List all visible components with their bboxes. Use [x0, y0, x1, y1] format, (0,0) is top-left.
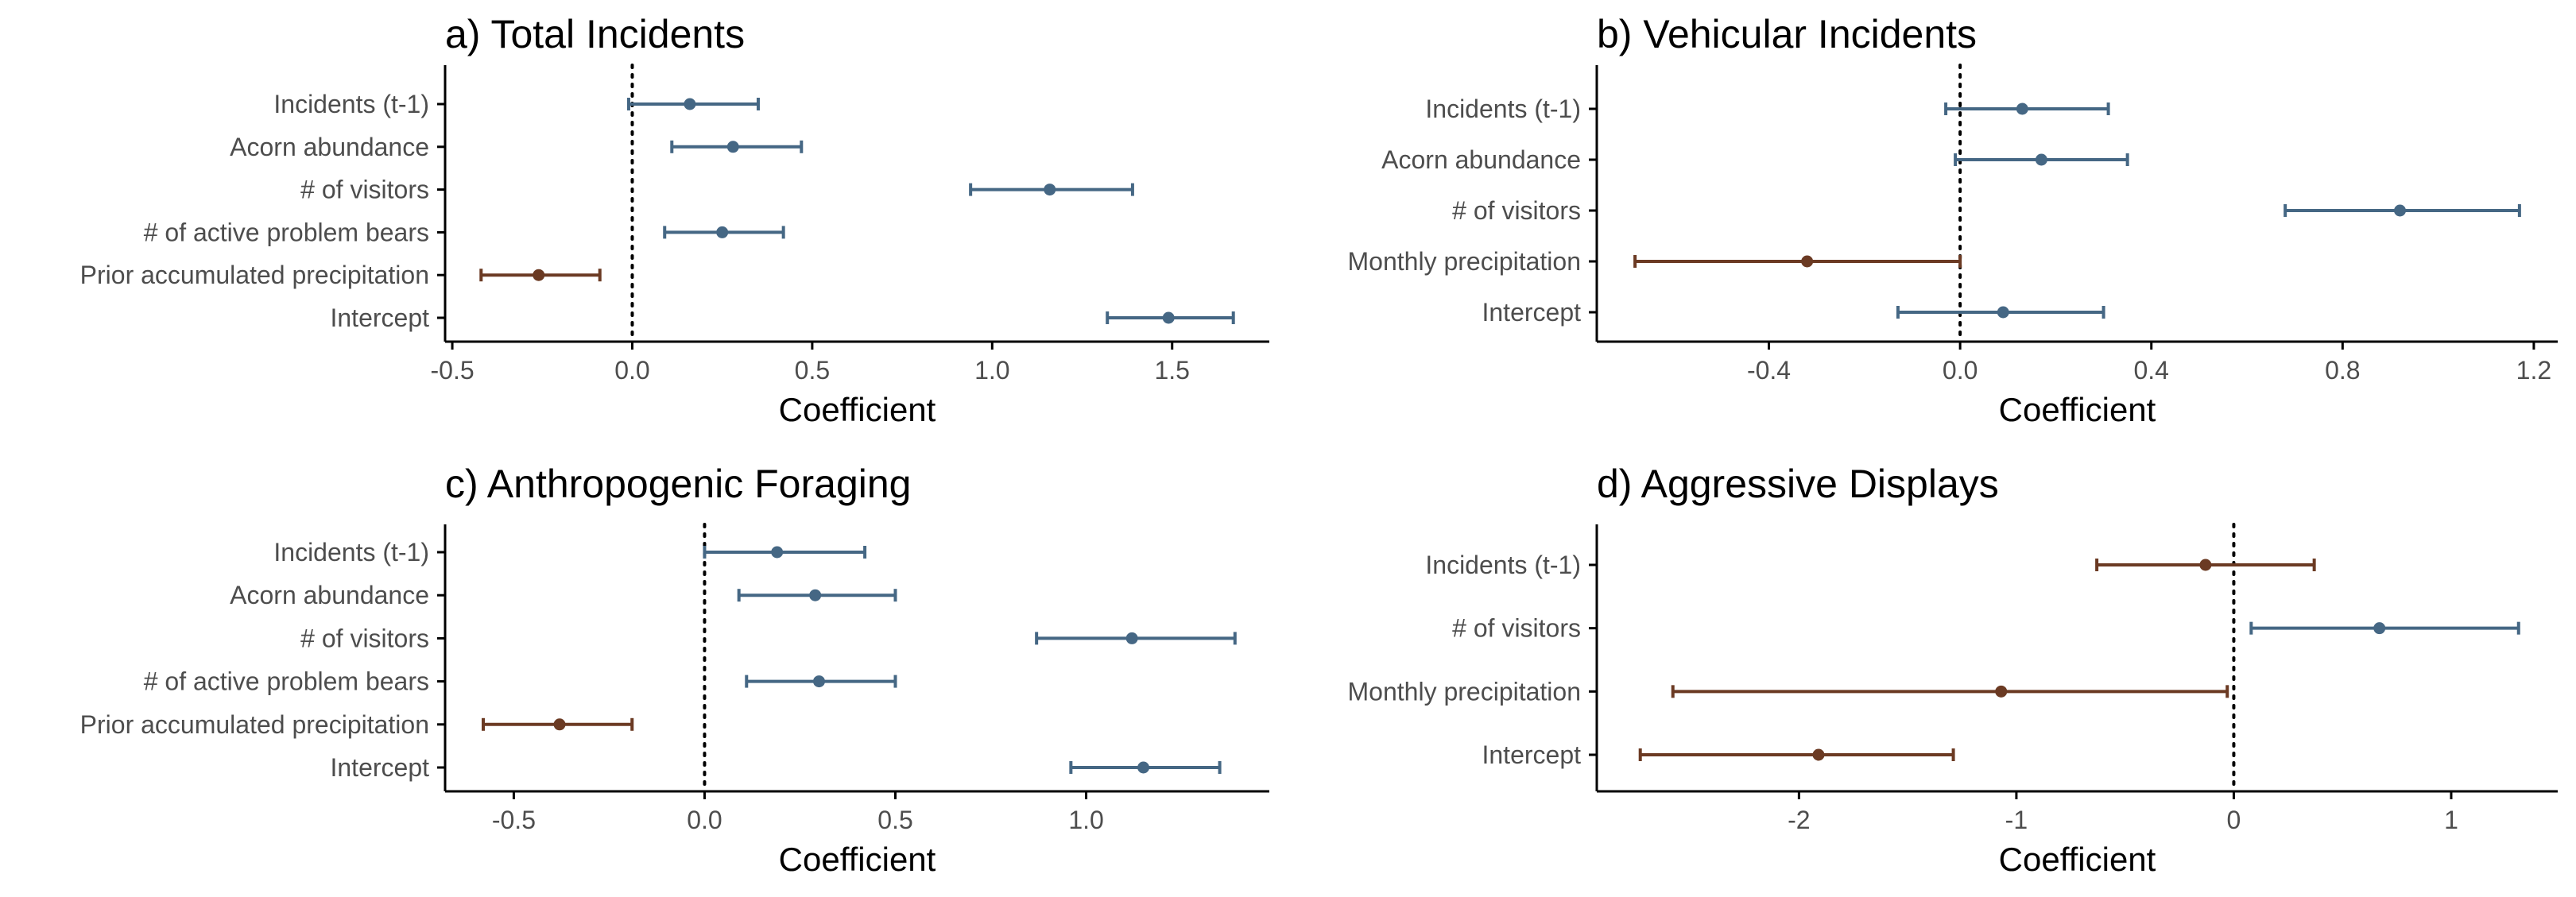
- panel-vehicular-incidents-x-axis-title: Coefficient: [1999, 391, 2156, 428]
- panel-anthropogenic-foraging-title: c) Anthropogenic Foraging: [445, 462, 911, 506]
- panel-total-incidents-x-tick-label: 0.0: [614, 356, 649, 385]
- panel-vehicular-incidents-category-label: # of visitors: [1452, 196, 1581, 225]
- panel-anthropogenic-foraging-point: [1137, 761, 1150, 774]
- panel-aggressive-displays-x-tick-label: -2: [1788, 806, 1810, 834]
- panel-vehicular-incidents-category-label: Incidents (t-1): [1425, 95, 1581, 123]
- panel-vehicular-incidents-x-tick-label: 1.2: [2516, 356, 2551, 385]
- panel-anthropogenic-foraging-category-label: Incidents (t-1): [273, 538, 429, 566]
- panel-anthropogenic-foraging-point: [1125, 632, 1138, 644]
- panel-anthropogenic-foraging-category-label: Intercept: [330, 753, 429, 782]
- panel-aggressive-displays-x-tick-label: 0: [2227, 806, 2241, 834]
- panel-total-incidents-point: [716, 226, 729, 238]
- panel-total-incidents-category-label: # of active problem bears: [144, 218, 429, 246]
- panel-aggressive-displays-category-label: Incidents (t-1): [1425, 551, 1581, 579]
- panel-vehicular-incidents-point: [2016, 102, 2028, 115]
- panel-aggressive-displays: d) Aggressive Displays -2 -1 0 1 Coefficient I…: [1348, 462, 2558, 878]
- panel-anthropogenic-foraging-category-label: Acorn abundance: [230, 581, 429, 609]
- panel-total-incidents-point: [1162, 311, 1175, 324]
- panel-total-incidents-category-label: Prior accumulated precipitation: [80, 261, 429, 289]
- panel-aggressive-displays-x-axis-title: Coefficient: [1999, 841, 2156, 878]
- panel-total-incidents-title: a) Total Incidents: [445, 12, 745, 56]
- panel-vehicular-incidents-point: [1801, 255, 1814, 268]
- panel-total-incidents-x-tick-label: -0.5: [430, 356, 474, 385]
- panel-anthropogenic-foraging-category-label: # of active problem bears: [144, 667, 429, 696]
- panel-total-incidents-x-axis-title: Coefficient: [779, 391, 936, 428]
- panel-total-incidents-x-tick-label: 0.5: [795, 356, 830, 385]
- panel-vehicular-incidents-point: [2394, 204, 2407, 217]
- panel-anthropogenic-foraging-point: [812, 675, 825, 688]
- panel-anthropogenic-foraging-x-tick-label: -0.5: [492, 806, 536, 834]
- panel-total-incidents-x-tick-label: 1.5: [1154, 356, 1189, 385]
- panel-anthropogenic-foraging-x-tick-label: 0.0: [687, 806, 722, 834]
- panel-vehicular-incidents-x-tick-label: 0.0: [1943, 356, 1978, 385]
- panel-anthropogenic-foraging-category-label: Prior accumulated precipitation: [80, 710, 429, 739]
- panel-aggressive-displays-point: [1995, 685, 2008, 698]
- panel-aggressive-displays-category-label: Monthly precipitation: [1348, 677, 1581, 706]
- panel-vehicular-incidents-category-label: Intercept: [1482, 298, 1581, 327]
- panel-total-incidents: a) Total Incidents -0.5 0.0 0.5 1.0 1.5 Coeffi…: [80, 12, 1269, 428]
- panel-total-incidents-point: [1044, 184, 1056, 196]
- panel-anthropogenic-foraging: c) Anthropogenic Foraging -0.5 0.0 0.5 1.0 Co…: [80, 462, 1269, 878]
- panel-anthropogenic-foraging-x-tick-label: 0.5: [877, 806, 912, 834]
- panel-aggressive-displays-x-tick-label: -1: [2005, 806, 2028, 834]
- panel-anthropogenic-foraging-category-label: # of visitors: [300, 624, 429, 652]
- panel-anthropogenic-foraging-point: [771, 546, 784, 559]
- panel-anthropogenic-foraging-x-axis-title: Coefficient: [779, 841, 936, 878]
- panel-vehicular-incidents-x-tick-label: 0.4: [2133, 356, 2168, 385]
- panel-aggressive-displays-point: [2373, 622, 2386, 635]
- panel-total-incidents-category-label: Incidents (t-1): [273, 90, 429, 118]
- panel-total-incidents-point: [726, 141, 739, 153]
- panel-aggressive-displays-category-label: Intercept: [1482, 740, 1581, 769]
- panel-total-incidents-category-label: Intercept: [330, 304, 429, 332]
- panel-aggressive-displays-point: [2199, 559, 2212, 571]
- panel-vehicular-incidents-point: [2035, 153, 2047, 166]
- panel-total-incidents-point: [533, 269, 545, 281]
- panel-aggressive-displays-title: d) Aggressive Displays: [1597, 462, 1999, 506]
- panel-vehicular-incidents-title: b) Vehicular Incidents: [1597, 12, 1977, 56]
- panel-anthropogenic-foraging-x-tick-label: 1.0: [1068, 806, 1103, 834]
- panel-total-incidents-category-label: Acorn abundance: [230, 133, 429, 161]
- panel-vehicular-incidents-point: [1997, 306, 2009, 319]
- panel-total-incidents-x-tick-label: 1.0: [974, 356, 1009, 385]
- panel-aggressive-displays-point: [1812, 748, 1825, 761]
- panel-vehicular-incidents-x-tick-label: 0.8: [2325, 356, 2360, 385]
- panel-total-incidents-point: [684, 98, 696, 110]
- panel-vehicular-incidents-category-label: Acorn abundance: [1381, 145, 1581, 174]
- panel-vehicular-incidents: b) Vehicular Incidents -0.4 0.0 0.4 0.8 1.2 Co…: [1348, 12, 2558, 428]
- panel-vehicular-incidents-x-tick-label: -0.4: [1747, 356, 1791, 385]
- panel-aggressive-displays-x-tick-label: 1: [2444, 806, 2458, 834]
- panel-total-incidents-category-label: # of visitors: [300, 176, 429, 204]
- panel-anthropogenic-foraging-point: [809, 589, 822, 601]
- panel-vehicular-incidents-category-label: Monthly precipitation: [1348, 247, 1581, 276]
- panel-aggressive-displays-category-label: # of visitors: [1452, 614, 1581, 643]
- panel-anthropogenic-foraging-point: [553, 718, 566, 731]
